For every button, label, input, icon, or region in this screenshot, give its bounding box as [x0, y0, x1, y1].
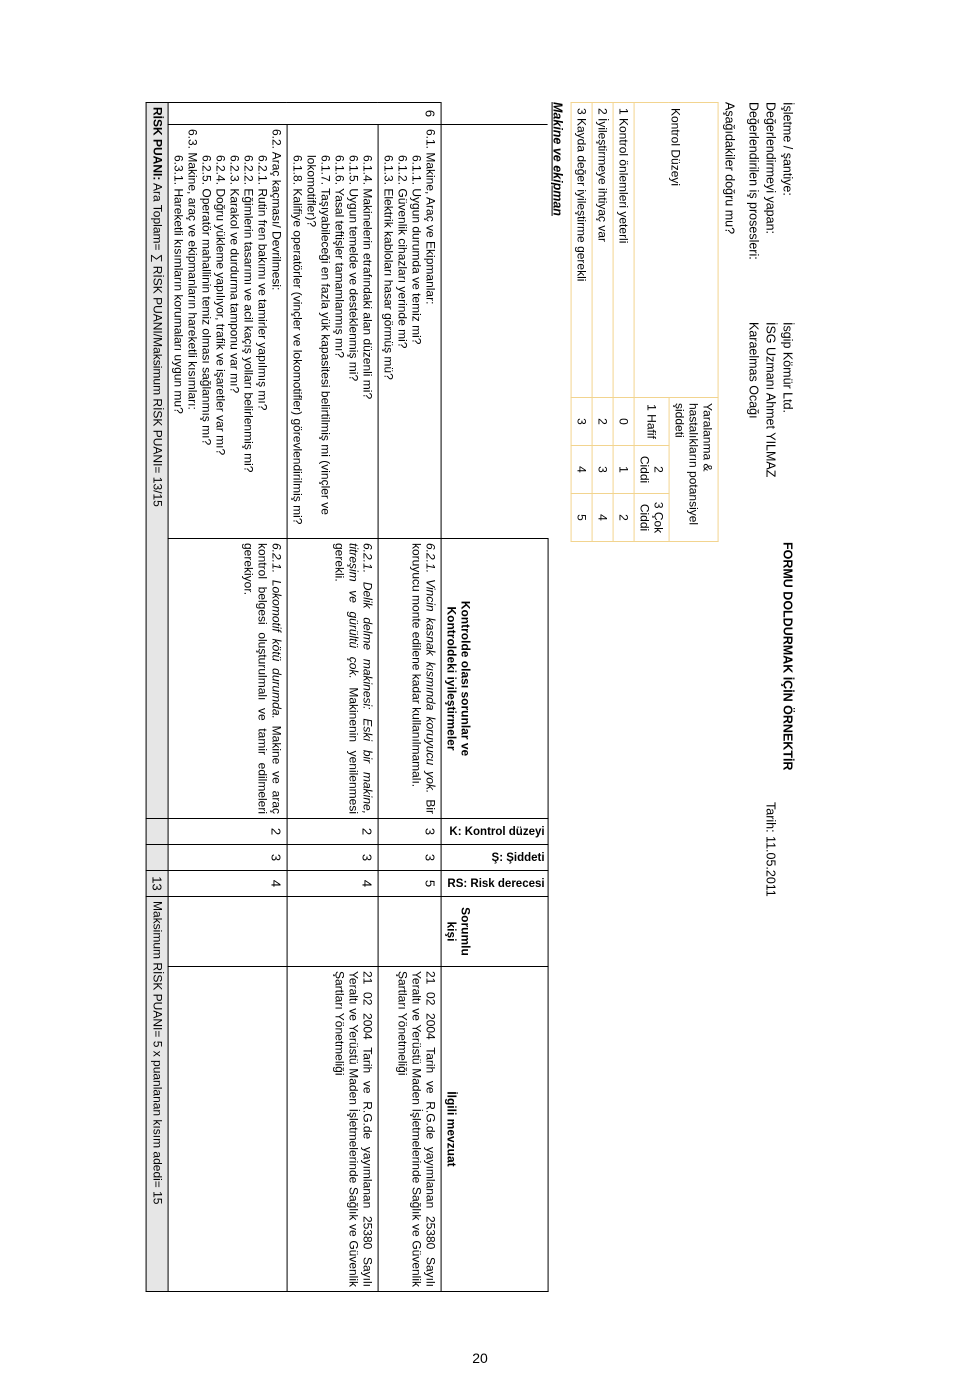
row1-kisi: [287, 897, 378, 967]
group-number: 6: [168, 103, 441, 125]
line: 6.1.6. Yasal teftişler tamamlanmış mı?: [332, 129, 346, 534]
hdr-empty-1: [441, 103, 548, 125]
matrix-r0-v0: 0: [613, 398, 634, 446]
row2-problem: 6.2.1. Lokomotif kötü durumda. Makine ve…: [168, 539, 287, 819]
row2-k: 2: [168, 819, 287, 845]
risk-left: RİSK PUANI: Ara Toplam= ∑ RİSK PUANI/Mak…: [146, 103, 168, 819]
header-val-1: İsgip Kömür Ltd.: [781, 322, 795, 542]
matrix-row-header: Kontrol Düzeyi: [634, 103, 718, 398]
row1-rs: 4: [287, 871, 378, 897]
row2-kisi: [168, 897, 287, 967]
rotated-sheet: İşletme / şantiye: İsgip Kömür Ltd. FORM…: [135, 52, 824, 1332]
matrix-r2-v1: 4: [571, 446, 592, 494]
line: 6.1.8. Kalifiye operatörler (vinçler ve …: [290, 129, 304, 534]
matrix-r0-v1: 1: [613, 446, 634, 494]
header-date: Tarih: 11.05.2011: [764, 542, 778, 1292]
row1-s: 3: [287, 845, 378, 871]
row2-left: 6.2. Araç kaçması/ Devrilmesi: 6.2.1. Ru…: [168, 125, 287, 539]
hdr-mevzuat: İlgili mevzuat: [441, 967, 548, 1292]
line: 6.1.5. Uygun temelde ve desteklenmiş mi?: [346, 129, 360, 534]
page-number: 20: [472, 1350, 488, 1366]
risk-row-0: 6 6.1. Makine, Araç ve Ekipmanlar: 6.1.1…: [378, 103, 441, 1292]
hdr-s: Ş: Şiddeti: [441, 845, 548, 871]
header-val-3: Karaelmas Ocağı: [747, 322, 761, 542]
row1-mevzuat: 21 02 2004 Tarih ve R.G.de yayımlanan 25…: [287, 967, 378, 1292]
form-title: FORMU DOLDURMAK İÇİN ÖRNEKTİR: [781, 542, 795, 1292]
header-val-2: İSG Uzmanı Ahmet YILMAZ: [764, 322, 778, 542]
line: 6.1.4. Makinelerin etrafındaki alan düze…: [360, 129, 374, 534]
row0-k: 3: [378, 819, 441, 845]
matrix-r0-label: 1 Kontrol önlemleri yeterli: [613, 103, 634, 398]
matrix-r1-v0: 2: [592, 398, 613, 446]
row0-kisi: [378, 897, 441, 967]
row0-rs: 5: [378, 871, 441, 897]
risk-row-2: 6.2. Araç kaçması/ Devrilmesi: 6.2.1. Ru…: [168, 103, 287, 1292]
matrix-group-header: Yaralanma & hastalıkların potansiyel şid…: [669, 398, 718, 542]
line: 6.2.5. Operatör mahallinin temiz olması …: [199, 129, 213, 534]
risk-summary-row: RİSK PUANI: Ara Toplam= ∑ RİSK PUANI/Mak…: [146, 103, 168, 1292]
header-label-1: İşletme / şantiye:: [781, 102, 795, 322]
upper-region: Aşağıdakiler doğru mu? Kontrol Düzeyi Ya…: [551, 102, 737, 1292]
header-block: İşletme / şantiye: İsgip Kömür Ltd. FORM…: [747, 102, 795, 1292]
hdr-empty-2: [441, 125, 548, 539]
risk-table: Kontrolde olası sorunlar ve Kontroldeki …: [145, 102, 548, 1292]
hdr-rs: RS: Risk derecesi: [441, 871, 548, 897]
line: 6.2.2. Eğimlerin tasarımı ve acil kaçış …: [241, 129, 255, 534]
row0-s: 3: [378, 845, 441, 871]
matrix-r0-v2: 2: [613, 494, 634, 542]
matrix-r2-v2: 5: [571, 494, 592, 542]
row2-mevzuat: [168, 967, 287, 1292]
row1-left: 6.1.4. Makinelerin etrafındaki alan düze…: [287, 125, 378, 539]
line: 6.3.1. Hareketli kısımların korumaları u…: [171, 129, 185, 534]
line: 6.2.3. Karakol ve durdurma tamponu var m…: [227, 129, 241, 534]
row0-mevzuat: 21 02 2004 Tarih ve R.G.de yayımlanan 25…: [378, 967, 441, 1292]
line: 6.2. Araç kaçması/ Devrilmesi:: [269, 129, 283, 534]
hdr-kisi: Sorumlu kişi: [441, 897, 548, 967]
risk-k: [146, 819, 168, 845]
line: 6.1.1. Uygun durumda ve temiz mi?: [409, 129, 423, 534]
line: 6.3. Makine, araç ve ekipmanların hareke…: [185, 129, 199, 534]
row2-s: 3: [168, 845, 287, 871]
row0-left: 6.1. Makine, Araç ve Ekipmanlar: 6.1.1. …: [378, 125, 441, 539]
section-title: Makine ve ekipman: [551, 102, 565, 542]
matrix-col-2: 3 Çok Ciddi: [634, 494, 669, 542]
page: İşletme / şantiye: İsgip Kömür Ltd. FORM…: [0, 0, 960, 1384]
risk-row-1: 6.1.4. Makinelerin etrafındaki alan düze…: [287, 103, 378, 1292]
line: 6.1.2. Güvenlik cihazları yerinde mi?: [395, 129, 409, 534]
line: 6.1.3. Elektrik kabloları hasar görmüş m…: [381, 129, 395, 534]
hdr-k: K: Kontrol düzeyi: [441, 819, 548, 845]
header-label-3: Değerlendirilen iş prosesleri:: [747, 102, 761, 322]
risk-right: Maksimum RİSK PUANI= 5 x puanlanan kısım…: [146, 897, 168, 1292]
row1-k: 2: [287, 819, 378, 845]
header-label-2: Değerlendirmeyi yapan:: [764, 102, 778, 322]
line: 6.1.7. Taşıyabileceği en fazla yük kapas…: [304, 129, 332, 534]
hdr-problems: Kontrolde olası sorunlar ve Kontroldeki …: [441, 539, 548, 819]
row1-problem: 6.2.1. Delik delme makinesi: Eski bir ma…: [287, 539, 378, 819]
line: 6.2.4. Doğru yükleme yapılıyor, trafik v…: [213, 129, 227, 534]
risk-rs: 13: [146, 871, 168, 897]
row0-problem: 6.2.1. Vincin kasnak kısmında koruyucu y…: [378, 539, 441, 819]
question-text: Aşağıdakiler doğru mu?: [723, 102, 737, 542]
matrix-col-0: 1 Hafif: [634, 398, 669, 446]
matrix-r1-v2: 4: [592, 494, 613, 542]
matrix-r1-v1: 3: [592, 446, 613, 494]
matrix-col-1: 2 Ciddi: [634, 446, 669, 494]
line: 6.1. Makine, Araç ve Ekipmanlar:: [423, 129, 437, 534]
matrix-region: Aşağıdakiler doğru mu? Kontrol Düzeyi Ya…: [551, 102, 737, 542]
control-matrix: Kontrol Düzeyi Yaralanma & hastalıkların…: [571, 102, 719, 542]
matrix-r2-v0: 3: [571, 398, 592, 446]
risk-s: [146, 845, 168, 871]
matrix-r2-label: 3 Kayda değer iyileştirme gerekli: [571, 103, 592, 398]
matrix-r1-label: 2 İyileştirmeye ihtiyaç var: [592, 103, 613, 398]
line: 6.2.1. Rutin fren bakımı ve tamirler yap…: [255, 129, 269, 534]
row2-rs: 4: [168, 871, 287, 897]
